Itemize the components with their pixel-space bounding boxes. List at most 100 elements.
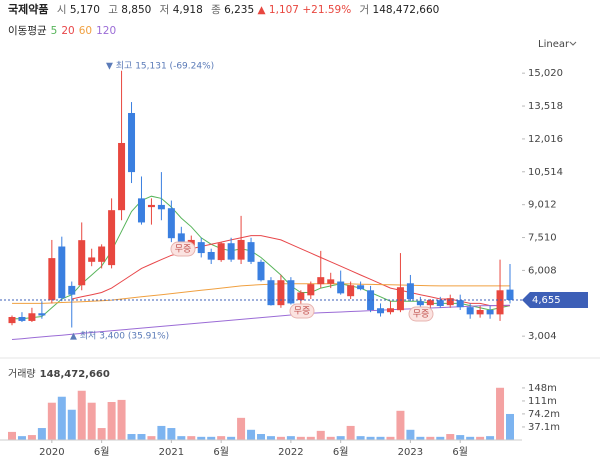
- candle-body: [78, 240, 86, 286]
- candle-body: [58, 246, 66, 299]
- volume-bar: [466, 436, 475, 440]
- volume-bar: [17, 436, 26, 440]
- volume-bar: [57, 396, 66, 440]
- candle-body: [227, 243, 235, 260]
- y-tick-label: 37.1m: [528, 422, 560, 433]
- volume-bar: [27, 435, 36, 440]
- candle-body: [337, 281, 345, 294]
- candle-body: [197, 242, 205, 254]
- volume-bar: [77, 390, 86, 440]
- volume-bar: [217, 436, 226, 440]
- candle-body: [386, 308, 394, 313]
- volume-bar: [266, 436, 275, 440]
- badge: [408, 306, 434, 322]
- label: 거래량: [8, 368, 36, 380]
- high: 8,850: [121, 4, 152, 16]
- ma-legend: 이동평균 5 20 60 120: [8, 23, 116, 38]
- candle-body: [167, 208, 175, 239]
- volume-value: 148,472,660: [40, 369, 110, 380]
- volume-bar: [386, 436, 395, 440]
- header: 국제약품 시 5,170 고 8,850 저 4,918 종 6,235 ▲ 1…: [8, 2, 439, 18]
- y-tick-label: 6,008: [528, 265, 557, 276]
- y-tick-label: 74.2m: [528, 409, 560, 420]
- candle-body: [357, 285, 365, 290]
- annotation: 무증: [413, 309, 430, 320]
- volume-bar: [247, 429, 256, 440]
- volume-bar: [107, 402, 116, 440]
- candle-body: [396, 287, 404, 311]
- dropdown: [569, 41, 577, 46]
- candle-body: [377, 308, 385, 314]
- candle-body: [307, 284, 315, 296]
- candle-body: [287, 280, 295, 304]
- annotation: 무증: [175, 244, 192, 255]
- x-tick-label: 2022: [278, 447, 303, 458]
- candle-body: [48, 258, 56, 301]
- candle-body: [237, 239, 245, 260]
- legend-entry: 5: [50, 25, 58, 37]
- volume-bar: [496, 387, 505, 440]
- volume-title: 거래량 148,472,660: [8, 368, 110, 380]
- volume-bar: [486, 436, 495, 440]
- x-tick-label: 6월: [452, 446, 468, 458]
- y-tick-label: 15,020: [528, 68, 563, 79]
- volume-bar: [326, 436, 335, 440]
- legend-entry: 60: [78, 25, 93, 37]
- volume-bar: [416, 436, 425, 440]
- volume-bar: [47, 402, 56, 440]
- candle-body: [327, 279, 335, 284]
- volume-bar: [356, 436, 365, 440]
- volume-bar: [336, 436, 345, 440]
- label: 거: [359, 4, 370, 16]
- volume-bar: [446, 434, 455, 440]
- volume-bar: [406, 429, 415, 440]
- low: 4,918: [172, 4, 203, 16]
- volume-bar: [177, 436, 186, 440]
- volume-bar: [157, 425, 166, 440]
- candle-body: [38, 313, 46, 316]
- label: 저: [159, 4, 170, 16]
- ma-line: [71, 235, 510, 307]
- annotation: ▲ 최저 3,400 (35.91%): [70, 331, 169, 342]
- candle-body: [347, 285, 355, 297]
- scale-label: Linear: [538, 39, 570, 50]
- candle-body: [257, 261, 265, 281]
- volume-bar: [227, 436, 236, 440]
- stock-name: 국제약품: [8, 3, 49, 16]
- badge: [170, 241, 196, 257]
- legend-entry: 20: [61, 25, 75, 37]
- candle-body: [297, 292, 305, 301]
- volume-bar: [476, 436, 485, 440]
- volume-bar: [237, 417, 246, 440]
- candle-body: [147, 204, 155, 208]
- candle-body: [267, 280, 275, 306]
- volume-bar: [456, 435, 465, 440]
- volume-bar: [167, 428, 176, 440]
- candle-body: [416, 301, 424, 306]
- volume-bar: [147, 436, 156, 440]
- candle-body: [207, 251, 215, 260]
- volume-bar: [97, 428, 106, 440]
- open: 5,170: [69, 4, 100, 16]
- y-tick-label: 10,514: [528, 167, 563, 178]
- volume-bar: [506, 413, 514, 440]
- candle-body: [28, 313, 36, 321]
- volume-bar: [436, 436, 445, 440]
- candle-body: [98, 246, 106, 262]
- x-tick-label: 6월: [94, 446, 110, 458]
- label: 고: [108, 4, 118, 16]
- candle-body: [317, 277, 325, 285]
- y-tick-label: 9,012: [528, 200, 557, 211]
- candle-body: [426, 300, 434, 306]
- candle-body: [456, 300, 464, 308]
- candle-body: [406, 283, 414, 300]
- last-price-label: 4,655: [532, 295, 561, 306]
- volume-bar: [257, 434, 265, 440]
- candle-body: [436, 300, 444, 307]
- volume-bar: [396, 410, 405, 440]
- y-tick-label: 111m: [528, 396, 557, 407]
- y-tick-label: 148m: [528, 383, 557, 394]
- y-tick-label: 3,004: [528, 331, 557, 342]
- candle-body: [496, 290, 504, 315]
- volume-bar: [67, 409, 76, 440]
